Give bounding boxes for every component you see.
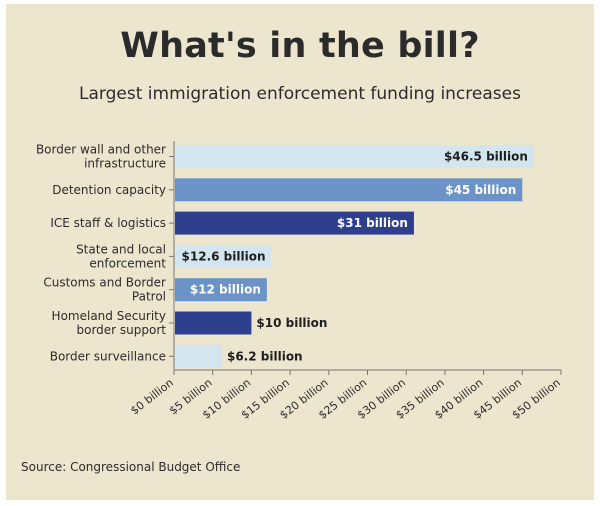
chart-card: What's in the bill? Largest immigration … xyxy=(6,4,594,500)
chart-title: What's in the bill? xyxy=(120,26,480,66)
bar xyxy=(175,344,222,368)
value-label: $12 billion xyxy=(190,283,261,297)
bar xyxy=(175,211,414,235)
value-label: $10 billion xyxy=(256,316,327,330)
bar xyxy=(175,311,252,335)
category-label: Border wall and other infrastructure xyxy=(36,143,166,171)
bar xyxy=(175,244,272,268)
value-label: $31 billion xyxy=(337,216,408,230)
category-label: Homeland Security border support xyxy=(52,309,167,337)
bar xyxy=(175,178,523,202)
category-label: ICE staff & logistics xyxy=(50,216,166,230)
source-note: Source: Congressional Budget Office xyxy=(21,460,241,474)
value-label: $46.5 billion xyxy=(444,150,528,164)
x-tick-label: $0 billion xyxy=(128,376,176,417)
category-label: Detention capacity xyxy=(52,183,166,197)
value-label: $45 billion xyxy=(445,183,516,197)
value-label: $6.2 billion xyxy=(227,349,303,363)
category-label: State and local enforcement xyxy=(76,242,166,270)
bar-chart: Border wall and other infrastructure $46.5… xyxy=(36,141,563,422)
category-label: Customs and Border Patrol xyxy=(43,276,166,304)
chart-subtitle: Largest immigration enforcement funding … xyxy=(79,84,521,104)
bar xyxy=(175,278,267,302)
bar xyxy=(175,145,534,168)
value-label: $12.6 billion xyxy=(182,249,266,263)
category-label: Border surveillance xyxy=(50,349,166,363)
